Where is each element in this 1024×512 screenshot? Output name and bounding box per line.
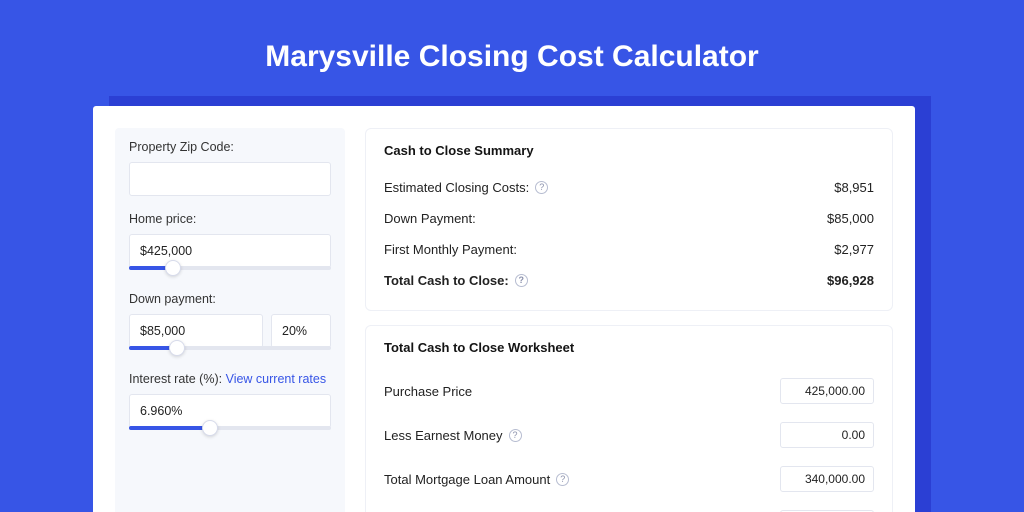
worksheet-panel: Total Cash to Close Worksheet Purchase P… (365, 325, 893, 512)
summary-row-label-text: Estimated Closing Costs: (384, 180, 529, 195)
interest-field: Interest rate (%): View current rates 6.… (129, 372, 331, 436)
worksheet-row-label: Total Mortgage Loan Amount? (384, 472, 569, 487)
summary-row: Total Cash to Close:? $96,928 (384, 265, 874, 296)
summary-row: Estimated Closing Costs:? $8,951 (384, 172, 874, 203)
summary-rows: Estimated Closing Costs:? $8,951 Down Paym… (384, 172, 874, 296)
help-icon[interactable]: ? (535, 181, 548, 194)
worksheet-row: Purchase Price 425,000.00 (384, 369, 874, 413)
worksheet-rows: Purchase Price 425,000.00 Less Earnest Mon… (384, 369, 874, 512)
down-payment-input[interactable]: $85,000 (129, 314, 263, 348)
summary-row: First Monthly Payment: $2,977 (384, 234, 874, 265)
worksheet-row-label-text: Less Earnest Money (384, 428, 503, 443)
view-rates-link[interactable]: View current rates (226, 372, 327, 386)
page-title: Marysville Closing Cost Calculator (0, 0, 1024, 96)
down-payment-field: Down payment: $85,000 20% (129, 292, 331, 356)
summary-row-value: $2,977 (834, 242, 874, 257)
help-icon[interactable]: ? (509, 429, 522, 442)
summary-row-label: First Monthly Payment: (384, 242, 517, 257)
worksheet-value-input[interactable]: 425,000.00 (780, 378, 874, 404)
down-payment-label: Down payment: (129, 292, 331, 306)
summary-row: Down Payment: $85,000 (384, 203, 874, 234)
zip-label: Property Zip Code: (129, 140, 331, 154)
interest-label: Interest rate (%): View current rates (129, 372, 331, 386)
results-column: Cash to Close Summary Estimated Closing … (365, 128, 893, 512)
card-shadow: Property Zip Code: Home price: $425,000 … (109, 96, 931, 512)
summary-row-value: $96,928 (827, 273, 874, 288)
summary-title: Cash to Close Summary (384, 143, 874, 158)
help-icon[interactable]: ? (515, 274, 528, 287)
worksheet-row: Total Second Mortgage Amount?0.00 (384, 501, 874, 512)
summary-row-label: Estimated Closing Costs:? (384, 180, 548, 195)
worksheet-row: Total Mortgage Loan Amount? 340,000.00 (384, 457, 874, 501)
slider-thumb[interactable] (165, 260, 181, 276)
interest-input[interactable]: 6.960% (129, 394, 331, 428)
worksheet-row-label-text: Total Mortgage Loan Amount (384, 472, 550, 487)
home-price-label: Home price: (129, 212, 331, 226)
summary-row-value: $8,951 (834, 180, 874, 195)
home-price-field: Home price: $425,000 (129, 212, 331, 276)
summary-row-value: $85,000 (827, 211, 874, 226)
summary-row-label-text: First Monthly Payment: (384, 242, 517, 257)
worksheet-title: Total Cash to Close Worksheet (384, 340, 874, 355)
help-icon[interactable]: ? (556, 473, 569, 486)
summary-row-label: Down Payment: (384, 211, 476, 226)
calculator-card: Property Zip Code: Home price: $425,000 … (93, 106, 915, 512)
down-payment-slider[interactable] (129, 346, 331, 356)
summary-panel: Cash to Close Summary Estimated Closing … (365, 128, 893, 311)
down-payment-pct-input[interactable]: 20% (271, 314, 331, 348)
summary-row-label-text: Total Cash to Close: (384, 273, 509, 288)
worksheet-row: Less Earnest Money? 0.00 (384, 413, 874, 457)
zip-input[interactable] (129, 162, 331, 196)
home-price-input[interactable]: $425,000 (129, 234, 331, 268)
home-price-slider[interactable] (129, 266, 331, 276)
worksheet-row-label: Less Earnest Money? (384, 428, 522, 443)
worksheet-value-input[interactable]: 340,000.00 (780, 466, 874, 492)
summary-row-label-text: Down Payment: (384, 211, 476, 226)
slider-thumb[interactable] (202, 420, 218, 436)
inputs-panel: Property Zip Code: Home price: $425,000 … (115, 128, 345, 512)
interest-slider[interactable] (129, 426, 331, 436)
zip-field: Property Zip Code: (129, 140, 331, 196)
slider-fill (129, 426, 210, 430)
slider-thumb[interactable] (169, 340, 185, 356)
worksheet-row-label-text: Purchase Price (384, 384, 472, 399)
summary-row-label: Total Cash to Close:? (384, 273, 528, 288)
worksheet-row-label: Purchase Price (384, 384, 472, 399)
worksheet-value-input[interactable]: 0.00 (780, 422, 874, 448)
interest-label-text: Interest rate (%): (129, 372, 222, 386)
